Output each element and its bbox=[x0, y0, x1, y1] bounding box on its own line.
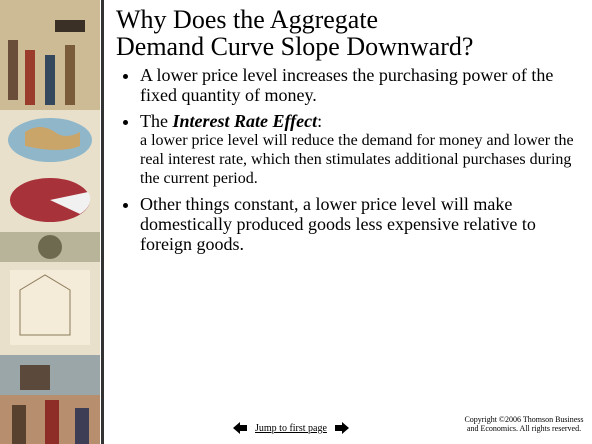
navigation: Jump to first page bbox=[233, 422, 349, 434]
copyright: Copyright ©2006 Thomson Business and Eco… bbox=[460, 415, 588, 433]
slide-title: Why Does the Aggregate Demand Curve Slop… bbox=[116, 6, 576, 60]
jump-link[interactable]: Jump to first page bbox=[255, 423, 327, 434]
title-line: Why Does the Aggregate bbox=[116, 6, 576, 33]
bullet: Other things constant, a lower price lev… bbox=[140, 194, 590, 254]
bullet: A lower price level increases the purcha… bbox=[140, 65, 590, 105]
next-arrow[interactable] bbox=[335, 422, 349, 434]
bullet-list: A lower price level increases the purcha… bbox=[120, 65, 590, 260]
prev-arrow[interactable] bbox=[233, 422, 247, 434]
bullet-detail: a lower price level will reduce the dema… bbox=[140, 131, 590, 188]
bullet-text: A lower price level increases the purcha… bbox=[140, 65, 553, 105]
title-line: Demand Curve Slope Downward? bbox=[116, 33, 576, 60]
bullet-emphasis: Interest Rate Effect bbox=[172, 111, 317, 131]
bullet: The Interest Rate Effect: a lower price … bbox=[140, 111, 590, 188]
bullet-suffix: : bbox=[317, 111, 322, 131]
bullet-prefix: The bbox=[140, 111, 172, 131]
divider bbox=[101, 0, 104, 444]
slide: Why Does the Aggregate Demand Curve Slop… bbox=[0, 0, 592, 444]
decorative-strip bbox=[0, 0, 100, 444]
bullet-text: Other things constant, a lower price lev… bbox=[140, 194, 536, 254]
